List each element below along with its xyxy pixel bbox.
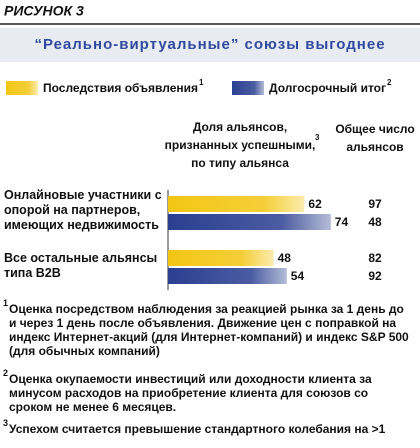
legend-note: 2: [387, 78, 392, 87]
value-label: 48: [278, 251, 292, 265]
value-label: 54: [291, 269, 305, 283]
category-label: Онлайновые участники с опорой на партнер…: [4, 188, 162, 232]
value-label: 62: [308, 197, 322, 211]
footnote: 2 Оценка окупаемости инвестиций или доход…: [3, 368, 413, 414]
legend-note: 1: [199, 78, 204, 87]
total-label: 48: [368, 215, 382, 229]
category-label: Все остальные альянсы типа B2B: [4, 251, 158, 280]
column-header-note: 3: [315, 133, 320, 142]
bar: [168, 268, 287, 284]
footnote-marker: 2: [3, 368, 9, 378]
legend-label: Долгосрочный итог: [269, 81, 386, 95]
footnote-text: Оценка окупаемости инвестиций или доходн…: [9, 372, 372, 414]
total-label: 82: [368, 251, 382, 265]
footnote: 1 Оценка посредством наблюдения за реакци…: [3, 298, 413, 358]
total-label: 92: [368, 269, 382, 283]
column-header: Доля альянсов,: [193, 120, 287, 134]
bar: [168, 196, 305, 212]
footnote-text: Успехом считается превышение стандартног…: [9, 422, 386, 436]
column-header: признанных успешными,: [165, 138, 316, 152]
footnote: 3 Успехом считается превышение стандартно…: [3, 418, 413, 436]
footnote-marker: 1: [3, 298, 9, 308]
chart-subtitle: “Реально-виртуальные” союзы выгоднее: [34, 36, 385, 53]
bar: [168, 250, 274, 266]
legend-label: Последствия объявления: [43, 81, 198, 95]
chart-title: РИСУНОК 3: [4, 3, 84, 19]
column-header: по типу альянса: [191, 156, 289, 170]
footnote-marker: 3: [3, 418, 9, 428]
column-header: альянсов: [346, 140, 403, 154]
total-label: 97: [368, 197, 382, 211]
legend-swatch: [6, 81, 38, 95]
column-header: Общее число: [335, 122, 414, 136]
footnote-text: Оценка посредством наблюдения за реакцие…: [9, 302, 409, 358]
bar: [168, 214, 331, 230]
value-label: 74: [335, 215, 349, 229]
subtitle-band: [0, 28, 420, 62]
legend-swatch: [232, 81, 264, 95]
